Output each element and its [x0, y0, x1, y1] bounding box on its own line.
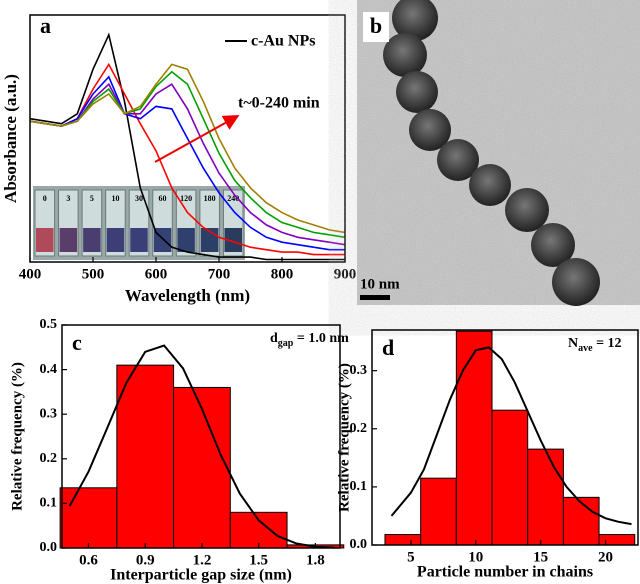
nanoparticle: [531, 223, 575, 267]
nanoparticle: [383, 33, 427, 77]
y-axis-label: Absorbance (a.u.): [1, 74, 20, 203]
vial-label: 10: [111, 194, 119, 203]
histogram-bar: [173, 386, 231, 549]
x-axis-label: Wavelength (nm): [125, 286, 250, 305]
spectrum-line: [29, 32, 345, 261]
y-tick-label: 0.1: [350, 479, 368, 494]
vial-label: 240: [227, 194, 239, 203]
plot-frame: [371, 329, 639, 546]
x-axis-label: Particle number in chains: [417, 564, 593, 581]
x-tick-label: 600: [145, 266, 168, 282]
nanoparticle: [469, 164, 511, 206]
annotation-part: = 1.0 nm: [293, 331, 349, 346]
y-tick-label: 0.0: [40, 540, 58, 555]
vial-label: 180: [204, 194, 216, 203]
annotation-part: gap: [278, 338, 294, 349]
x-tick-label: 500: [82, 266, 105, 282]
y-tick-label: 0.0: [350, 537, 368, 552]
panel-label-box: [363, 12, 389, 42]
vial-label: 120: [180, 194, 192, 203]
nanoparticle: [392, 0, 438, 41]
vial-liquid: [130, 228, 148, 252]
x-tick-label: 10: [468, 549, 483, 565]
x-tick-label: 900: [334, 266, 357, 282]
x-tick-label: 1.8: [306, 552, 325, 568]
y-tick-label: 0.1: [40, 496, 58, 511]
spectrum-line: [29, 63, 346, 234]
x-tick-label: 1.2: [193, 552, 212, 568]
vial-liquid: [36, 228, 54, 252]
annotation-part: ave: [578, 343, 593, 354]
nanoparticle: [396, 71, 438, 113]
x-axis-label: Interparticle gap size (nm): [110, 567, 292, 584]
y-tick-label: 0.5: [40, 317, 58, 332]
annotation-part: = 12: [593, 336, 622, 351]
vial-liquid: [106, 228, 125, 252]
histogram-bar: [384, 534, 422, 546]
y-tick-label: 0.2: [40, 451, 58, 466]
vial-liquid: [177, 228, 195, 252]
nanoparticle: [505, 188, 549, 232]
arrow: [154, 115, 240, 163]
fit-curve: [390, 346, 632, 526]
nanoparticle: [437, 139, 479, 181]
vial-liquid: [83, 228, 101, 252]
panel-label: c: [72, 330, 82, 355]
histogram-bar: [527, 448, 564, 546]
x-tick-label: 400: [19, 266, 42, 282]
vial-label: 60: [159, 194, 167, 203]
spectrum-line: [29, 75, 345, 251]
y-tick-label: 0.3: [350, 363, 368, 378]
vial-label: 5: [90, 194, 94, 203]
histogram-bar: [116, 364, 175, 549]
vial-label: 3: [66, 194, 70, 203]
scale-bar-label: 10 nm: [360, 276, 400, 292]
histogram-bar: [229, 511, 288, 549]
plot-frame: [29, 14, 346, 263]
histogram-bar: [598, 534, 636, 546]
y-tick-label: 0.4: [40, 362, 58, 377]
panel-label: b: [370, 13, 382, 38]
x-tick-label: 5: [407, 549, 415, 565]
histogram-bar: [59, 487, 118, 549]
vial-liquid: [224, 228, 242, 252]
legend-label: c-Au NPs: [251, 33, 315, 50]
scale-bar: [360, 295, 390, 300]
histogram-bar: [420, 477, 457, 546]
panel-label: a: [40, 13, 51, 38]
histogram-bar: [491, 409, 529, 546]
annotation: t~0-240 min: [238, 95, 320, 112]
nanoparticle: [409, 109, 451, 151]
annotation-part: N: [568, 336, 578, 351]
histogram-bar: [562, 496, 600, 546]
spectrum-line: [29, 62, 345, 256]
plot-frame: [61, 324, 341, 549]
vial-label: 30: [135, 194, 143, 203]
vial-label: 0: [43, 194, 47, 203]
histogram-bar: [455, 330, 493, 546]
y-axis-label: Relative frequency (%): [9, 362, 25, 511]
annotation: Nave = 12: [568, 336, 622, 354]
panel-label: d: [382, 335, 394, 360]
x-tick-label: 700: [208, 266, 231, 282]
x-tick-label: 0.9: [136, 552, 155, 568]
vial-liquid: [59, 228, 78, 252]
annotation: dgap = 1.0 nm: [270, 331, 349, 349]
y-axis-label: Relative frequency (%): [336, 363, 352, 512]
x-tick-label: 0.6: [79, 552, 98, 568]
x-tick-label: 15: [533, 549, 548, 565]
fit-curve: [68, 344, 335, 549]
x-tick-label: 20: [598, 549, 613, 565]
annotation-part: d: [270, 331, 278, 346]
y-tick-label: 0.3: [40, 406, 58, 421]
y-tick-label: 0.2: [350, 421, 368, 436]
x-tick-label: 1.5: [249, 552, 268, 568]
nanoparticle: [552, 258, 600, 306]
x-tick-label: 800: [271, 266, 294, 282]
